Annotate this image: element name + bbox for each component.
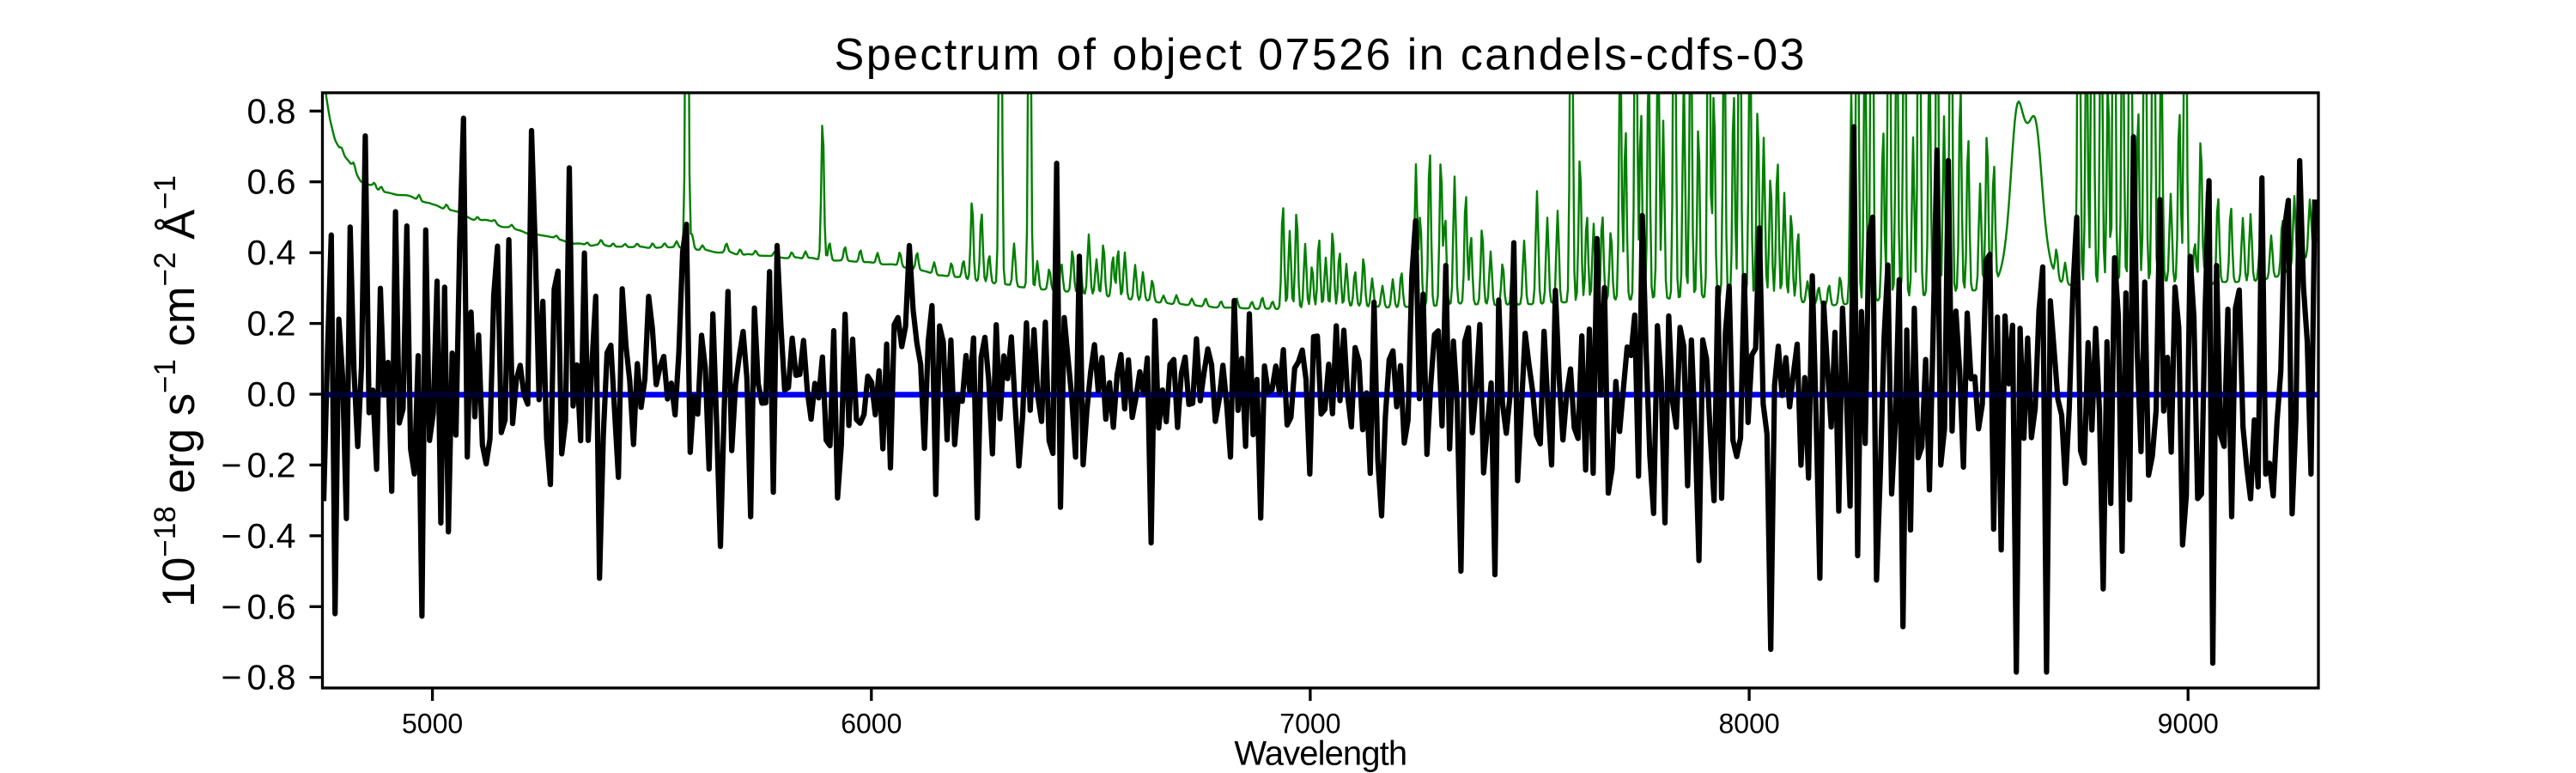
svg-text:0.0: 0.0 xyxy=(247,374,296,414)
svg-text:−0.8: −0.8 xyxy=(222,658,296,697)
svg-text:−0.6: −0.6 xyxy=(222,587,296,626)
svg-text:Spectrum of object 07526 in ca: Spectrum of object 07526 in candels-cdfs… xyxy=(835,30,1807,80)
svg-text:8000: 8000 xyxy=(1719,709,1780,740)
svg-text:7000: 7000 xyxy=(1279,709,1340,740)
svg-text:0.8: 0.8 xyxy=(247,91,296,131)
svg-text:0.6: 0.6 xyxy=(247,162,296,202)
svg-text:−0.4: −0.4 xyxy=(222,516,296,556)
svg-text:9000: 9000 xyxy=(2158,709,2219,740)
svg-text:0.2: 0.2 xyxy=(247,304,296,344)
svg-text:Wavelength: Wavelength xyxy=(1234,735,1406,773)
svg-text:−0.2: −0.2 xyxy=(222,445,296,484)
svg-text:5000: 5000 xyxy=(402,709,463,740)
svg-text:6000: 6000 xyxy=(841,709,902,740)
svg-text:0.4: 0.4 xyxy=(247,233,296,272)
